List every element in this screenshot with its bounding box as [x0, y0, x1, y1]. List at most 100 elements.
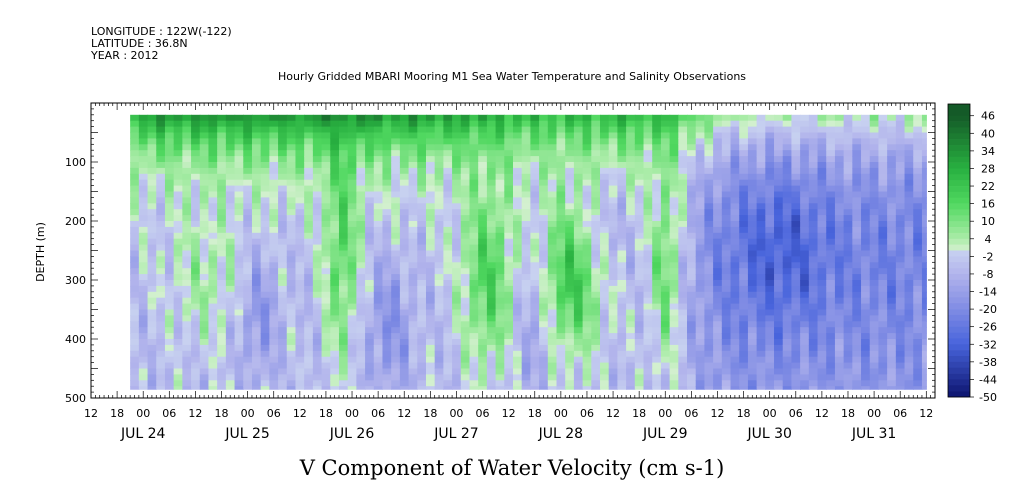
heatmap-cell	[400, 327, 409, 334]
heatmap-cell	[391, 162, 400, 169]
heatmap-cell	[235, 369, 244, 376]
heatmap-cell	[565, 321, 574, 328]
heatmap-cell	[687, 174, 696, 181]
heatmap-cell	[670, 133, 679, 140]
heatmap-cell	[461, 280, 470, 287]
heatmap-cell	[226, 304, 235, 311]
heatmap-cell	[200, 292, 209, 299]
heatmap-cell	[191, 115, 200, 122]
colorbar-swatch	[948, 374, 970, 380]
heatmap-cell	[617, 380, 626, 387]
heatmap-cell	[835, 144, 844, 151]
heatmap-cell	[783, 150, 792, 157]
heatmap-cell	[487, 321, 496, 328]
heatmap-cell	[287, 239, 296, 246]
heatmap-cell	[565, 245, 574, 252]
heatmap-cell	[313, 239, 322, 246]
heatmap-cell	[644, 339, 653, 346]
heatmap-cell	[513, 268, 522, 275]
heatmap-cell	[452, 380, 461, 387]
heatmap-cell	[226, 374, 235, 381]
heatmap-cell	[557, 262, 566, 269]
heatmap-cell	[417, 127, 426, 134]
heatmap-cell	[478, 286, 487, 293]
heatmap-cell	[348, 298, 357, 305]
heatmap-cell	[870, 274, 879, 281]
heatmap-cell	[417, 321, 426, 328]
heatmap-cell	[739, 168, 748, 175]
heatmap-cell	[522, 339, 531, 346]
heatmap-cell	[565, 121, 574, 128]
heatmap-cell	[339, 298, 348, 305]
heatmap-cell	[461, 203, 470, 210]
heatmap-cell	[513, 298, 522, 305]
heatmap-cell	[670, 351, 679, 358]
heatmap-cell	[774, 115, 783, 122]
heatmap-cell	[235, 180, 244, 187]
heatmap-cell	[835, 127, 844, 134]
colorbar-swatch	[948, 268, 970, 274]
heatmap-cell	[852, 351, 861, 358]
heatmap-cell	[696, 156, 705, 163]
heatmap-cell	[635, 256, 644, 263]
heatmap-cell	[574, 174, 583, 181]
heatmap-cell	[191, 156, 200, 163]
heatmap-cell	[852, 127, 861, 134]
heatmap-cell	[818, 363, 827, 370]
heatmap-cell	[800, 186, 809, 193]
heatmap-cell	[435, 186, 444, 193]
heatmap-cell	[870, 150, 879, 157]
heatmap-cell	[887, 133, 896, 140]
heatmap-cell	[835, 227, 844, 234]
heatmap-cell	[252, 239, 261, 246]
heatmap-cell	[217, 333, 226, 340]
heatmap-cell	[400, 215, 409, 222]
heatmap-cell	[548, 321, 557, 328]
heatmap-cell	[156, 357, 165, 364]
heatmap-cell	[487, 121, 496, 128]
heatmap-cell	[417, 233, 426, 240]
heatmap-cell	[322, 339, 331, 346]
heatmap-cell	[600, 304, 609, 311]
heatmap-cell	[130, 233, 139, 240]
heatmap-cell	[269, 180, 278, 187]
heatmap-cell	[704, 315, 713, 322]
heatmap-cell	[348, 339, 357, 346]
heatmap-cell	[391, 121, 400, 128]
heatmap-cell	[269, 233, 278, 240]
heatmap-cell	[905, 138, 914, 145]
heatmap-cell	[530, 180, 539, 187]
heatmap-cell	[139, 256, 148, 263]
heatmap-cell	[469, 327, 478, 334]
chart-title: Hourly Gridded MBARI Mooring M1 Sea Wate…	[278, 70, 746, 83]
heatmap-cell	[818, 168, 827, 175]
heatmap-cell	[609, 174, 618, 181]
heatmap-cell	[496, 380, 505, 387]
heatmap-cell	[591, 369, 600, 376]
heatmap-cell	[469, 227, 478, 234]
heatmap-cell	[530, 215, 539, 222]
heatmap-cell	[443, 280, 452, 287]
heatmap-cell	[609, 274, 618, 281]
heatmap-cell	[322, 192, 331, 199]
heatmap-cell	[609, 133, 618, 140]
heatmap-cell	[165, 286, 174, 293]
heatmap-cell	[217, 233, 226, 240]
heatmap-cell	[583, 115, 592, 122]
heatmap-cell	[226, 380, 235, 387]
heatmap-cell	[765, 268, 774, 275]
heatmap-cell	[844, 262, 853, 269]
heatmap-cell	[217, 298, 226, 305]
heatmap-cell	[435, 327, 444, 334]
heatmap-cell	[661, 203, 670, 210]
x-hour-label: 12	[397, 407, 411, 420]
heatmap-cell	[443, 304, 452, 311]
heatmap-cell	[217, 156, 226, 163]
heatmap-cell	[139, 215, 148, 222]
heatmap-cell	[748, 333, 757, 340]
heatmap-cell	[844, 256, 853, 263]
heatmap-cell	[548, 286, 557, 293]
heatmap-cell	[591, 127, 600, 134]
heatmap-cell	[626, 363, 635, 370]
heatmap-cell	[913, 127, 922, 134]
